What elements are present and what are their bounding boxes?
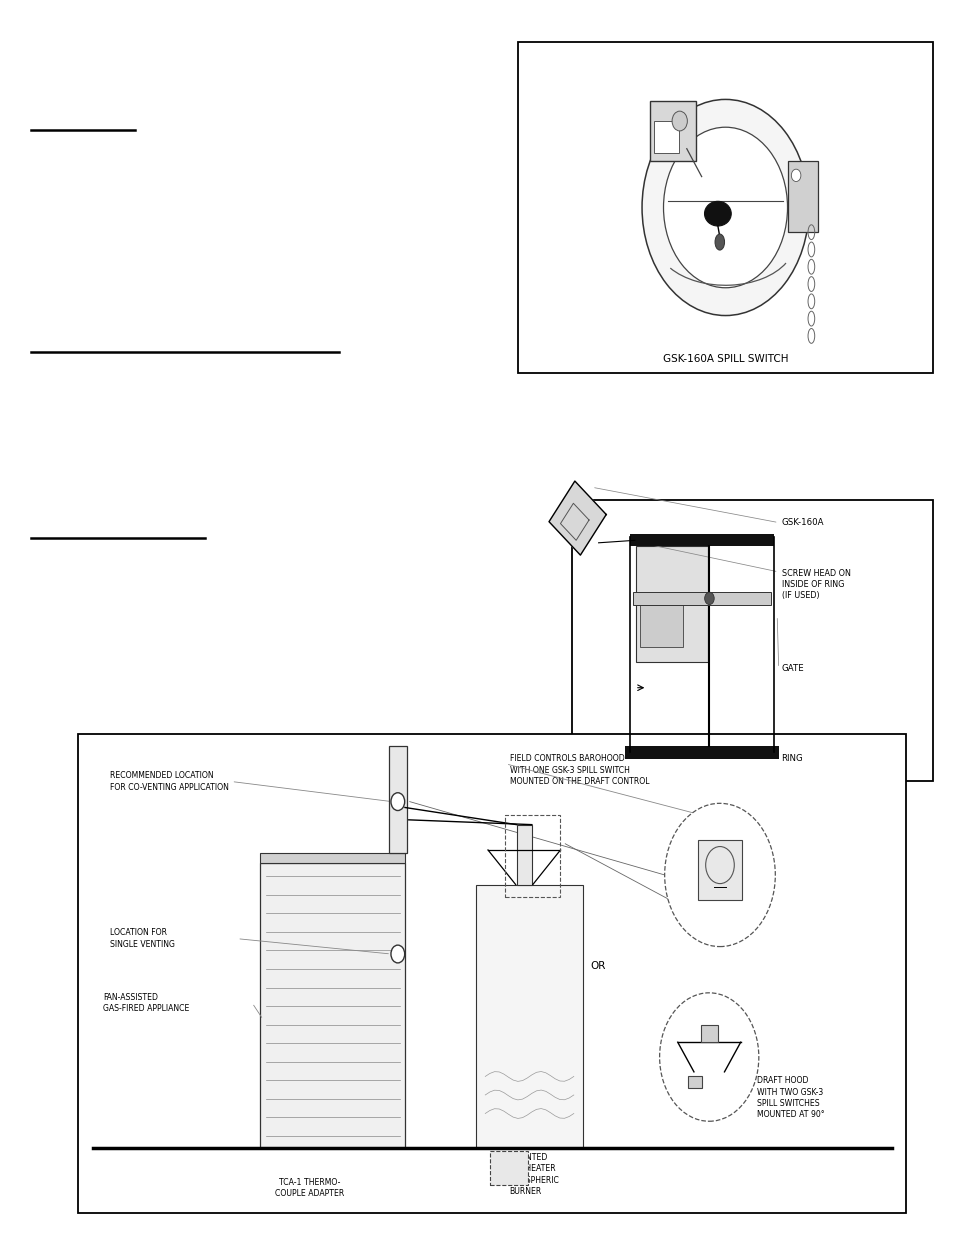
Bar (639, 595, 682, 647)
Ellipse shape (641, 100, 808, 316)
Text: TCA-1 THERMO-
COUPLE ADAPTER: TCA-1 THERMO- COUPLE ADAPTER (275, 1178, 344, 1198)
Text: GSK-160A SPILL SWITCH: GSK-160A SPILL SWITCH (662, 354, 787, 364)
Bar (650, 101, 696, 161)
Text: FAN-ASSISTED
GAS-FIRED APPLIANCE: FAN-ASSISTED GAS-FIRED APPLIANCE (103, 993, 190, 1013)
Circle shape (791, 169, 801, 182)
Circle shape (704, 593, 714, 605)
Circle shape (664, 803, 775, 946)
Text: GATE: GATE (781, 664, 803, 673)
Bar (624, 746, 779, 758)
Bar (260, 853, 405, 863)
Text: DRAFT HOOD
WITH TWO GSK-3
SPILL SWITCHES
MOUNTED AT 90°: DRAFT HOOD WITH TWO GSK-3 SPILL SWITCHES… (757, 1076, 824, 1119)
Text: CO-VENTED
WATER HEATER
W/ ATMOSPHERIC
BURNER: CO-VENTED WATER HEATER W/ ATMOSPHERIC BU… (491, 1152, 558, 1195)
Bar (389, 746, 407, 853)
Bar (632, 593, 771, 605)
Circle shape (391, 793, 404, 810)
Text: GSK-160A: GSK-160A (781, 519, 823, 527)
Text: OR: OR (589, 961, 605, 971)
Bar (700, 1025, 717, 1042)
Text: RECOMMENDED LOCATION
FOR CO-VENTING APPLICATION: RECOMMENDED LOCATION FOR CO-VENTING APPL… (110, 772, 229, 792)
Bar (490, 1151, 528, 1186)
Bar (476, 884, 582, 1149)
Bar (517, 42, 932, 373)
Bar (629, 535, 774, 547)
Text: FIELD CONTROLS BAROHOOD™
WITH ONE GSK-3 SPILL SWITCH
MOUNTED ON THE DRAFT CONTRO: FIELD CONTROLS BAROHOOD™ WITH ONE GSK-3 … (510, 755, 649, 785)
Ellipse shape (715, 235, 724, 251)
Circle shape (659, 993, 758, 1121)
Bar (517, 825, 532, 884)
Bar (505, 815, 560, 897)
Bar (687, 1076, 700, 1088)
Text: LOCATION FOR
SINGLE VENTING: LOCATION FOR SINGLE VENTING (110, 929, 174, 948)
Bar (260, 863, 405, 1149)
Text: RING: RING (781, 753, 802, 762)
Circle shape (671, 111, 686, 131)
Bar (635, 547, 707, 662)
Bar (78, 734, 905, 1213)
Bar (698, 840, 741, 899)
Circle shape (391, 945, 404, 963)
Polygon shape (549, 482, 605, 555)
Text: SCREW HEAD ON
INSIDE OF RING
(IF USED): SCREW HEAD ON INSIDE OF RING (IF USED) (781, 568, 849, 600)
Bar (787, 161, 818, 232)
Bar (572, 500, 932, 781)
Ellipse shape (703, 201, 731, 226)
Ellipse shape (663, 127, 787, 288)
Bar (653, 121, 679, 153)
